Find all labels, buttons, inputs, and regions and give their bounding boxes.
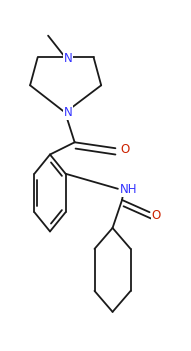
Text: N: N	[64, 52, 72, 65]
Text: N: N	[64, 106, 72, 119]
Text: O: O	[120, 143, 129, 156]
Text: NH: NH	[120, 183, 138, 196]
Text: O: O	[151, 209, 161, 222]
